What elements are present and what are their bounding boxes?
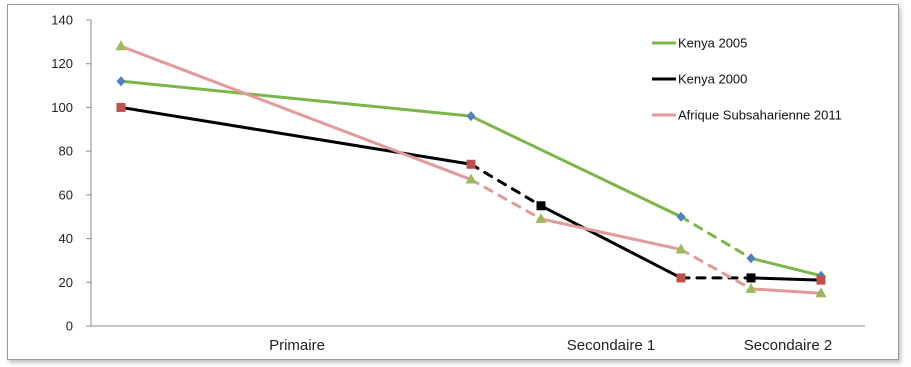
data-point [466, 111, 476, 122]
data-point [816, 275, 826, 285]
series-line-segment [469, 114, 683, 219]
y-axis-ticks: 0 20 40 60 80 100 120 140 [51, 13, 91, 334]
data-point [116, 102, 126, 112]
x-category-label: Secondaire 2 [744, 337, 832, 354]
data-point [536, 201, 546, 211]
data-point [676, 211, 686, 222]
y-tick-label: 20 [59, 275, 73, 290]
legend-label: Kenya 2000 [678, 72, 747, 87]
series-line-segment [469, 178, 543, 221]
y-tick-label: 120 [51, 56, 73, 71]
data-point [745, 282, 757, 293]
y-tick-label: 100 [51, 100, 73, 115]
legend: Kenya 2005 Kenya 2000 Afrique Subsaharienn… [652, 36, 842, 123]
y-tick-label: 60 [59, 187, 73, 202]
data-point [466, 159, 476, 169]
data-point [535, 212, 547, 223]
legend-label: Afrique Subsaharienne 2011 [678, 108, 842, 123]
series-line-segment [119, 105, 473, 166]
series-markers [115, 40, 827, 298]
data-point [676, 273, 686, 283]
series-lines [119, 44, 823, 295]
chart-frame [7, 4, 899, 360]
y-tick-label: 40 [59, 231, 73, 246]
series-line-segment [679, 215, 753, 260]
x-category-label: Secondaire 1 [567, 337, 655, 354]
series-line-segment [749, 276, 823, 282]
series-line-segment [469, 162, 543, 208]
series-line-segment [539, 204, 683, 280]
series-line-segment [749, 287, 823, 295]
data-point [115, 40, 127, 51]
legend-label: Kenya 2005 [678, 36, 747, 51]
data-point [465, 173, 477, 184]
x-category-label: Primaire [269, 337, 325, 354]
axes [90, 20, 865, 327]
y-tick-label: 80 [59, 144, 73, 159]
x-axis-categories: Primaire Secondaire 1 Secondaire 2 [269, 337, 832, 354]
data-point [815, 287, 827, 298]
series-line-segment [119, 44, 473, 182]
data-point [675, 243, 687, 254]
data-point [746, 253, 756, 264]
y-tick-label: 0 [66, 319, 73, 334]
series-line-segment [679, 248, 753, 291]
data-point [746, 273, 756, 283]
series-line-segment [119, 79, 473, 118]
data-point [116, 76, 126, 87]
y-tick-label: 140 [51, 13, 73, 28]
series-line-segment [539, 217, 683, 251]
series-line-segment [749, 256, 823, 278]
